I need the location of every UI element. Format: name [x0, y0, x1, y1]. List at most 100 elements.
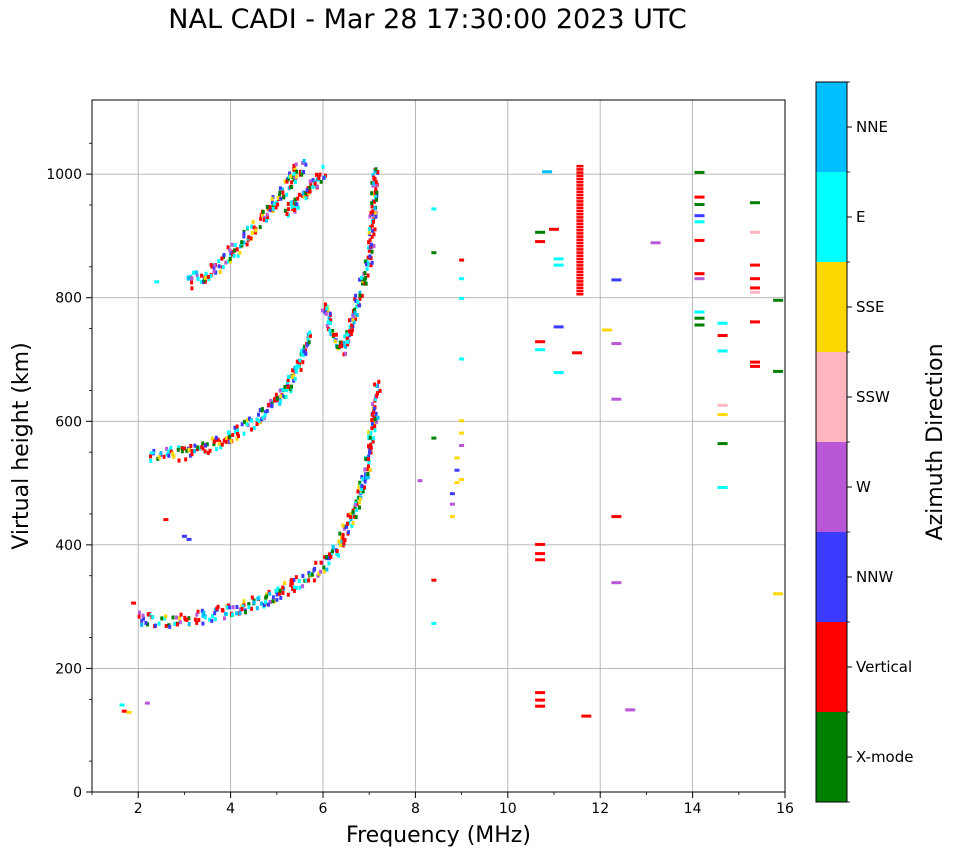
echo-streak	[576, 190, 584, 194]
echo-point	[345, 330, 349, 335]
echo-point	[292, 585, 296, 590]
echo-point	[625, 708, 636, 712]
echo-streak	[576, 222, 584, 226]
echo-point	[281, 585, 285, 590]
echo-point	[368, 254, 372, 259]
echo-point	[196, 445, 200, 450]
echo-point	[342, 343, 346, 348]
echo-point	[242, 231, 246, 236]
echo-point	[247, 602, 251, 607]
echo-point	[263, 413, 267, 417]
echo-point	[301, 584, 305, 589]
echo-point	[187, 276, 191, 281]
echo-point	[257, 412, 260, 417]
echo-point	[217, 441, 221, 446]
echo-point	[308, 179, 312, 184]
echo-point	[212, 265, 216, 270]
echo-point	[293, 376, 297, 381]
echo-point	[258, 408, 262, 413]
echo-point	[262, 215, 266, 220]
echo-point	[293, 175, 297, 180]
echo-point	[373, 428, 377, 433]
echo-point	[373, 199, 376, 204]
echo-point	[348, 325, 352, 329]
echo-streak	[576, 216, 584, 219]
echo-point	[276, 586, 280, 591]
echo-streak	[576, 184, 584, 187]
echo-point	[220, 607, 224, 612]
echo-point	[215, 447, 218, 452]
echo-point	[292, 201, 296, 205]
echo-point	[694, 310, 705, 314]
echo-point	[204, 443, 208, 448]
echo-point	[184, 457, 188, 462]
echo-point	[264, 410, 268, 415]
echo-point	[190, 452, 194, 457]
echo-point	[290, 578, 293, 583]
echo-point	[250, 606, 253, 611]
echo-point	[284, 394, 288, 399]
echo-point	[344, 344, 348, 349]
echo-point	[335, 344, 339, 349]
echo-point	[305, 188, 309, 193]
echo-point	[273, 398, 276, 403]
echo-point	[773, 369, 784, 373]
echo-point	[289, 389, 293, 394]
echo-point	[302, 346, 306, 351]
x-tick-label: 4	[226, 801, 235, 817]
echo-point	[367, 430, 371, 435]
echo-point	[260, 601, 263, 606]
echo-point	[242, 599, 246, 604]
echo-point	[250, 418, 254, 423]
echo-point	[141, 613, 145, 618]
echo-streak	[576, 273, 584, 277]
echo-point	[717, 442, 728, 446]
echo-point	[209, 274, 213, 278]
echo-point	[370, 249, 374, 254]
echo-point	[309, 333, 312, 338]
echo-point	[131, 601, 137, 605]
colorbar-segment	[816, 82, 847, 172]
echo-point	[353, 311, 357, 316]
echo-point	[276, 202, 280, 207]
echo-point	[357, 485, 361, 490]
echo-point	[371, 402, 375, 407]
echo-point	[364, 281, 368, 286]
echo-point	[216, 604, 220, 609]
echo-streak	[576, 264, 584, 267]
echo-point	[176, 622, 179, 627]
echo-point	[291, 374, 295, 379]
echo-point	[750, 263, 760, 267]
echo-point	[542, 170, 553, 174]
echo-point	[310, 572, 314, 577]
echo-point	[279, 394, 283, 399]
echo-point	[177, 458, 181, 463]
echo-point	[367, 454, 371, 459]
echo-point	[345, 336, 349, 341]
echo-point	[205, 442, 209, 447]
echo-point	[374, 183, 378, 188]
echo-point	[602, 328, 613, 332]
echo-streak	[576, 196, 584, 200]
echo-point	[321, 164, 325, 169]
echo-point	[376, 391, 379, 396]
echo-point	[293, 208, 297, 212]
echo-streak	[576, 193, 584, 197]
echo-point	[417, 479, 423, 483]
echo-point	[315, 172, 318, 177]
echo-point	[202, 610, 206, 615]
echo-point	[201, 446, 205, 451]
echo-point	[224, 611, 227, 616]
echo-point	[374, 180, 378, 185]
echo-point	[187, 447, 191, 452]
echo-point	[307, 578, 311, 583]
echo-point	[278, 401, 282, 406]
echo-streak	[576, 206, 584, 210]
echo-point	[238, 250, 242, 255]
echo-point	[549, 227, 559, 231]
echo-point	[694, 203, 705, 206]
echo-point	[367, 230, 371, 235]
echo-point	[358, 277, 362, 282]
echo-point	[717, 334, 728, 337]
x-tick-label: 14	[684, 801, 702, 817]
